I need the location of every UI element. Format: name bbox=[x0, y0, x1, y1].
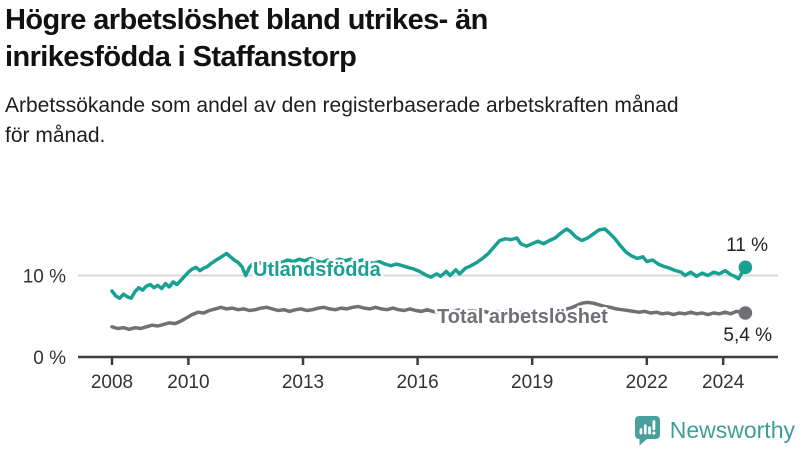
subtitle-line-2: för månad. bbox=[5, 124, 106, 147]
subtitle-line-1: Arbetssökande som andel av den registerb… bbox=[5, 94, 679, 117]
bar-chart-speech-bubble-icon bbox=[634, 415, 660, 445]
x-axis-tick-label: 2019 bbox=[511, 372, 553, 393]
series-line-total bbox=[110, 300, 748, 332]
series-end-dot bbox=[738, 306, 753, 320]
series-end-value: 5,4 % bbox=[723, 325, 772, 346]
x-axis-tick-label: 2022 bbox=[626, 372, 668, 393]
y-axis-tick-label: 0 % bbox=[33, 348, 66, 369]
series-line-utlandsfodda bbox=[110, 227, 748, 301]
newsworthy-logo: Newsworthy bbox=[634, 413, 795, 447]
series-end-dot bbox=[738, 260, 753, 275]
x-axis-tick-label: 2024 bbox=[702, 372, 745, 393]
title-line-2: inrikesfödda i Staffanstorp bbox=[5, 41, 357, 73]
x-axis-tick-label: 2013 bbox=[282, 372, 324, 393]
chart-header: Högre arbetslöshet bland utrikes- än inr… bbox=[5, 2, 793, 151]
brand-name: Newsworthy bbox=[669, 416, 795, 443]
series-label: Utlandsfödda bbox=[253, 259, 382, 281]
series-label: Total arbetslöshet bbox=[437, 306, 608, 328]
page-title: Högre arbetslöshet bland utrikes- än inr… bbox=[5, 2, 793, 76]
y-axis-tick-label: 10 % bbox=[23, 267, 66, 288]
x-axis-tick-label: 2008 bbox=[91, 372, 133, 393]
chart-subtitle: Arbetssökande som andel av den registerb… bbox=[5, 91, 793, 151]
x-axis-tick-label: 2010 bbox=[167, 372, 209, 393]
title-line-1: Högre arbetslöshet bland utrikes- än bbox=[5, 4, 488, 36]
series-end-value: 11 % bbox=[726, 235, 768, 256]
x-axis-tick-label: 2016 bbox=[396, 372, 438, 393]
